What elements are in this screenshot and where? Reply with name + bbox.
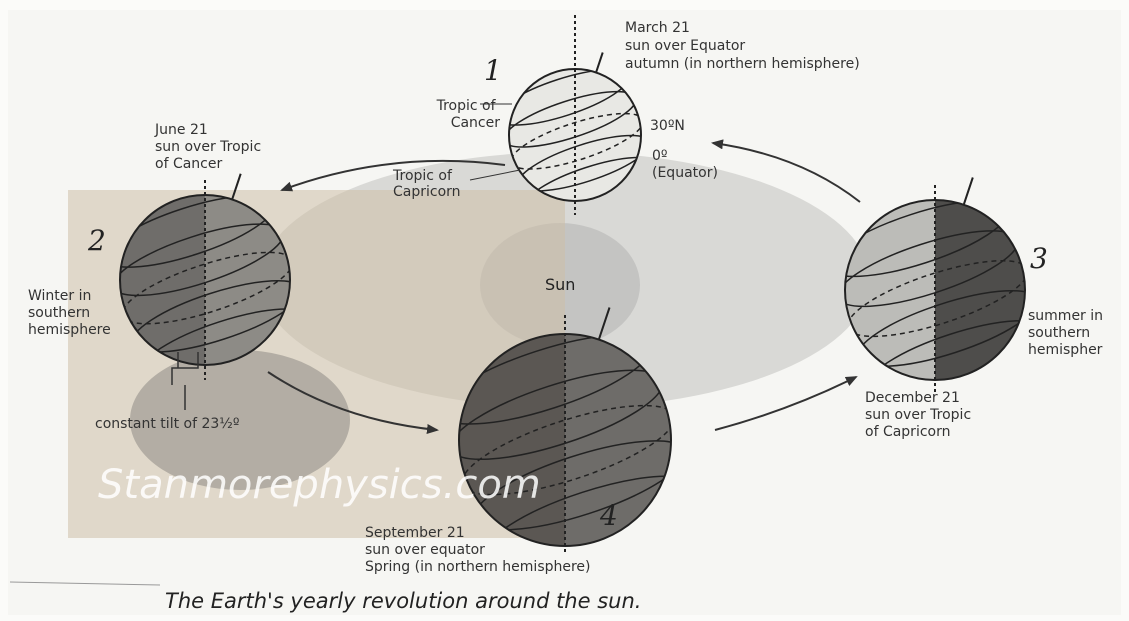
diagram: 1 2 3 4 March 21 sun over Equator autumn… (0, 0, 1129, 621)
watermark: Stanmorephysics.com (98, 462, 541, 508)
sun-label: Sun (545, 275, 575, 294)
caption: The Earth's yearly revolution around the… (165, 589, 641, 613)
position-number: 4 (599, 499, 618, 532)
globe-label: Tropic of Capricorn (392, 168, 461, 200)
page: {"diagram": { "caption": "The Earth's ye… (0, 0, 1129, 621)
position-number: 1 (484, 54, 502, 87)
globe-label: 30ºN (650, 118, 685, 134)
tilt-label: constant tilt of 23½º (95, 416, 239, 432)
position-number: 2 (87, 224, 106, 257)
position-number: 3 (1030, 242, 1048, 275)
